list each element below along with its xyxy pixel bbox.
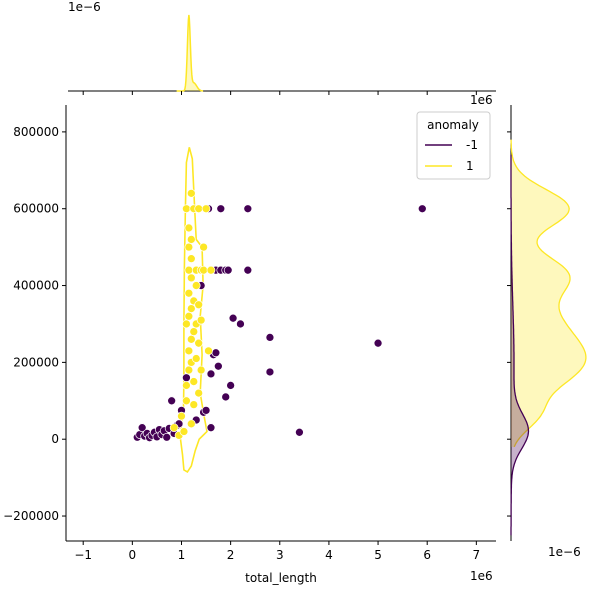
y-tick-label: 200000 [13,355,59,369]
right-marginal-kde-anomaly-line [510,154,530,536]
y-tick-label: 600000 [13,202,59,216]
x-axis-label: total_length [245,571,317,585]
normal-point [184,242,194,252]
anomaly-point [295,427,304,437]
normal-point [182,381,191,390]
anomaly-point [236,319,245,329]
normal-point [194,300,204,310]
x-tick-label: 0 [129,548,137,562]
x-tick-label: 3 [276,548,284,562]
x-tick-label: 7 [473,548,481,562]
y-tick-label: −200000 [3,509,59,523]
right-marginal-kde-normal-line [510,139,587,448]
normal-point [204,346,213,356]
y-tick-label: 400000 [13,279,59,293]
anomaly-point [182,373,191,383]
right-marginal: 1e6 1e−6 [470,93,587,559]
normal-point [199,265,208,275]
anomaly-point [206,423,216,433]
anomaly-point [265,333,275,342]
normal-point [186,419,196,429]
normal-point [191,354,201,363]
main-axes: −1 0 1 2 3 4 5 6 7 −200000 0 200000 400000 600000 800… [3,105,496,585]
normal-point [186,254,196,264]
x-tick-label: 2 [227,548,235,562]
normal-point [186,304,196,313]
anomaly-point [211,348,221,358]
top-marginal-offset-text: 1e−6 [68,0,101,14]
normal-point [182,319,191,329]
legend: anomaly -1 1 [416,111,491,180]
x-tick-label: 1 [178,548,186,562]
y-tick-label: 0 [51,432,59,446]
normal-point [194,338,204,348]
normal-point [189,327,199,336]
normal-point [206,265,216,275]
normal-point [194,388,204,398]
normal-point [184,288,194,298]
points-anomaly [132,204,427,443]
normal-point [182,396,191,406]
top-marginal: 1e−6 [68,0,496,95]
normal-point [169,423,179,433]
normal-point [179,427,189,436]
normal-point [186,189,196,198]
normal-point [196,315,206,325]
right-marginal-offset-text: 1e−6 [548,545,581,559]
anomaly-point [243,204,253,214]
legend-title: anomaly [427,118,479,132]
normal-point [184,311,194,321]
normal-point [184,223,194,233]
x-ticks: −1 0 1 2 3 4 5 6 7 [74,541,480,562]
anomaly-point [213,361,223,371]
anomaly-point [417,204,427,214]
y-tick-label: 800000 [13,125,59,139]
anomaly-point [226,381,235,390]
legend-box [416,111,491,180]
anomaly-point [137,423,147,433]
normal-point [201,204,211,214]
normal-point [184,365,194,375]
normal-point [182,204,191,214]
anomaly-point [201,406,211,415]
y-ticks: −200000 0 200000 400000 600000 800000 [3,125,66,523]
anomaly-point [243,265,253,275]
legend-label-normal: 1 [466,159,474,173]
right-marginal-kde-anomaly-fill [511,154,529,536]
anomaly-point [167,396,177,406]
right-marginal-top-offset-text: 1e6 [470,93,493,107]
normal-point [194,204,204,214]
right-marginal-kde-normal-fill [511,139,586,447]
x-tick-label: 5 [374,548,382,562]
anomaly-point [221,392,231,402]
normal-point [199,242,208,252]
anomaly-point [162,432,172,442]
x-axis-offset-text: 1e6 [470,569,493,583]
x-tick-label: 4 [325,548,333,562]
legend-label-anomaly: -1 [466,138,478,152]
anomaly-point [206,369,216,379]
x-tick-label: −1 [74,548,92,562]
normal-point [189,400,199,409]
top-marginal-kde-fill [176,15,204,91]
normal-point [186,235,196,244]
normal-point [184,265,194,275]
normal-point [186,334,196,344]
anomaly-point [373,338,383,348]
normal-point [186,273,196,283]
anomaly-point [216,204,226,214]
anomaly-point [265,367,275,377]
anomaly-point [223,265,233,275]
anomaly-point [228,313,238,323]
x-tick-label: 6 [423,548,431,562]
normal-point [177,411,186,421]
normal-point [191,281,201,290]
normal-point [184,346,194,356]
normal-point [189,377,199,386]
points-normal [169,189,216,440]
normal-point [196,365,206,375]
